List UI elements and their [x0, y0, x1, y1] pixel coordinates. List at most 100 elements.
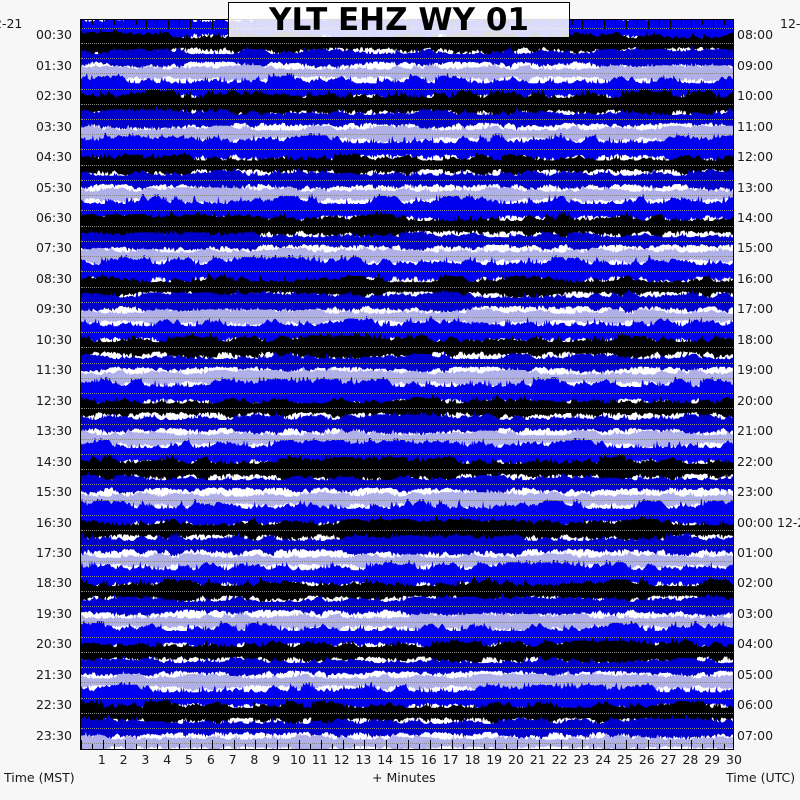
right-time-label: 13:00 — [737, 179, 774, 195]
x-tick-label: 4 — [163, 752, 172, 767]
x-tick-label: 23 — [573, 752, 590, 767]
right-time-label: 19:00 — [737, 362, 774, 378]
gridline-horizontal — [81, 514, 733, 516]
left-time-label: 18:30 — [35, 575, 72, 591]
axis-tick-minor — [724, 744, 726, 749]
axis-tick-major — [190, 20, 191, 29]
right-time-label: 03:00 — [737, 605, 774, 621]
right-time-label: 08:00 — [737, 27, 774, 43]
axis-tick-minor — [222, 20, 224, 25]
gridline-horizontal — [81, 118, 733, 120]
trace-row — [81, 468, 733, 500]
axis-tick-major — [582, 740, 584, 749]
trace-row — [81, 286, 733, 318]
gridline-horizontal — [81, 256, 733, 258]
gridline-horizontal — [81, 73, 733, 75]
x-tick-label: 9 — [272, 752, 281, 767]
gridline-horizontal — [81, 560, 733, 562]
gridline-horizontal — [81, 393, 733, 395]
axis-tick-major — [538, 740, 540, 749]
axis-tick-minor — [135, 20, 137, 25]
gridline-horizontal — [81, 149, 733, 151]
right-time-label: 23:00 — [737, 484, 774, 500]
left-time-label: 11:30 — [35, 362, 72, 378]
trace-row — [81, 347, 733, 379]
gridline-horizontal — [81, 682, 733, 684]
axis-tick-minor — [331, 744, 333, 749]
left-time-label: 04:30 — [35, 149, 72, 165]
axis-tick-minor — [244, 744, 246, 749]
plot-title-box: YLT EHZ WY 01 — [228, 2, 570, 38]
axis-tick-major — [102, 740, 104, 749]
gridline-horizontal — [81, 58, 733, 60]
x-tick-label: 19 — [486, 752, 503, 767]
left-time-label: 22:30 — [35, 697, 72, 713]
left-time-label: 20:30 — [35, 636, 72, 652]
axis-tick-minor — [288, 744, 290, 749]
axis-tick-major — [211, 20, 213, 29]
left-time-label: 08:30 — [35, 270, 72, 286]
left-time-label: 17:30 — [35, 545, 72, 561]
left-time-label: 14:30 — [35, 453, 72, 469]
axis-tick-minor — [200, 20, 202, 25]
axis-tick-major — [146, 740, 148, 749]
axis-tick-minor — [636, 744, 638, 749]
x-tick-label: 22 — [551, 752, 568, 767]
gridline-horizontal — [81, 134, 733, 136]
plot-area[interactable] — [80, 19, 734, 750]
axis-tick-major — [647, 20, 649, 29]
right-time-label: 04:00 — [737, 636, 774, 652]
axis-tick-minor — [615, 20, 617, 25]
axis-tick-major — [168, 20, 170, 29]
axis-tick-minor — [724, 20, 726, 25]
left-time-label: 00:30 — [35, 27, 72, 43]
x-tick-label: 21 — [529, 752, 546, 767]
right-time-label: 17:00 — [737, 301, 774, 317]
axis-tick-minor — [702, 744, 704, 749]
gridline-horizontal — [81, 164, 733, 166]
gridline-horizontal — [81, 377, 733, 379]
right-time-label: 16:00 — [737, 270, 774, 286]
axis-tick-minor — [375, 744, 377, 749]
x-tick-label: 26 — [638, 752, 655, 767]
right-time-label: 02:00 — [737, 575, 774, 591]
axis-tick-minor — [222, 744, 224, 749]
left-time-label: 07:30 — [35, 240, 72, 256]
axis-tick-major — [495, 740, 497, 749]
axis-tick-major — [451, 740, 453, 749]
gridline-horizontal — [81, 667, 733, 669]
axis-tick-major — [81, 740, 82, 749]
gridline-horizontal — [81, 225, 733, 227]
axis-tick-major — [102, 20, 104, 29]
left-time-label: 12:30 — [35, 392, 72, 408]
axis-tick-minor — [615, 744, 617, 749]
axis-tick-minor — [418, 744, 420, 749]
trace-row — [81, 72, 733, 105]
axis-tick-major — [342, 740, 344, 749]
axis-tick-major — [299, 740, 300, 749]
axis-tick-minor — [680, 20, 682, 25]
x-tick-label: 12 — [333, 752, 350, 767]
axis-tick-major — [364, 740, 366, 749]
left-time-label: 16:30 — [35, 514, 72, 530]
gridline-horizontal — [81, 423, 733, 425]
gridline-horizontal — [81, 636, 733, 638]
left-time-label: 23:30 — [35, 727, 72, 743]
right-time-label: 15:00 — [737, 240, 774, 256]
right-time-label: 21:00 — [737, 423, 774, 439]
axis-tick-major — [146, 20, 148, 29]
gridline-horizontal — [81, 438, 733, 440]
axis-tick-major — [669, 20, 671, 29]
gridline-horizontal — [81, 179, 733, 181]
axis-caption-mst: Time (MST) — [4, 770, 75, 785]
axis-tick-minor — [571, 744, 573, 749]
axis-tick-minor — [658, 20, 660, 25]
x-tick-label: 29 — [704, 752, 721, 767]
gridline-layer — [81, 20, 733, 749]
axis-tick-minor — [549, 744, 551, 749]
axis-caption-minutes: + Minutes — [372, 770, 436, 785]
x-tick-label: 6 — [206, 752, 215, 767]
axis-tick-major — [517, 740, 518, 749]
gridline-horizontal — [81, 332, 733, 334]
gridline-horizontal — [81, 652, 733, 653]
